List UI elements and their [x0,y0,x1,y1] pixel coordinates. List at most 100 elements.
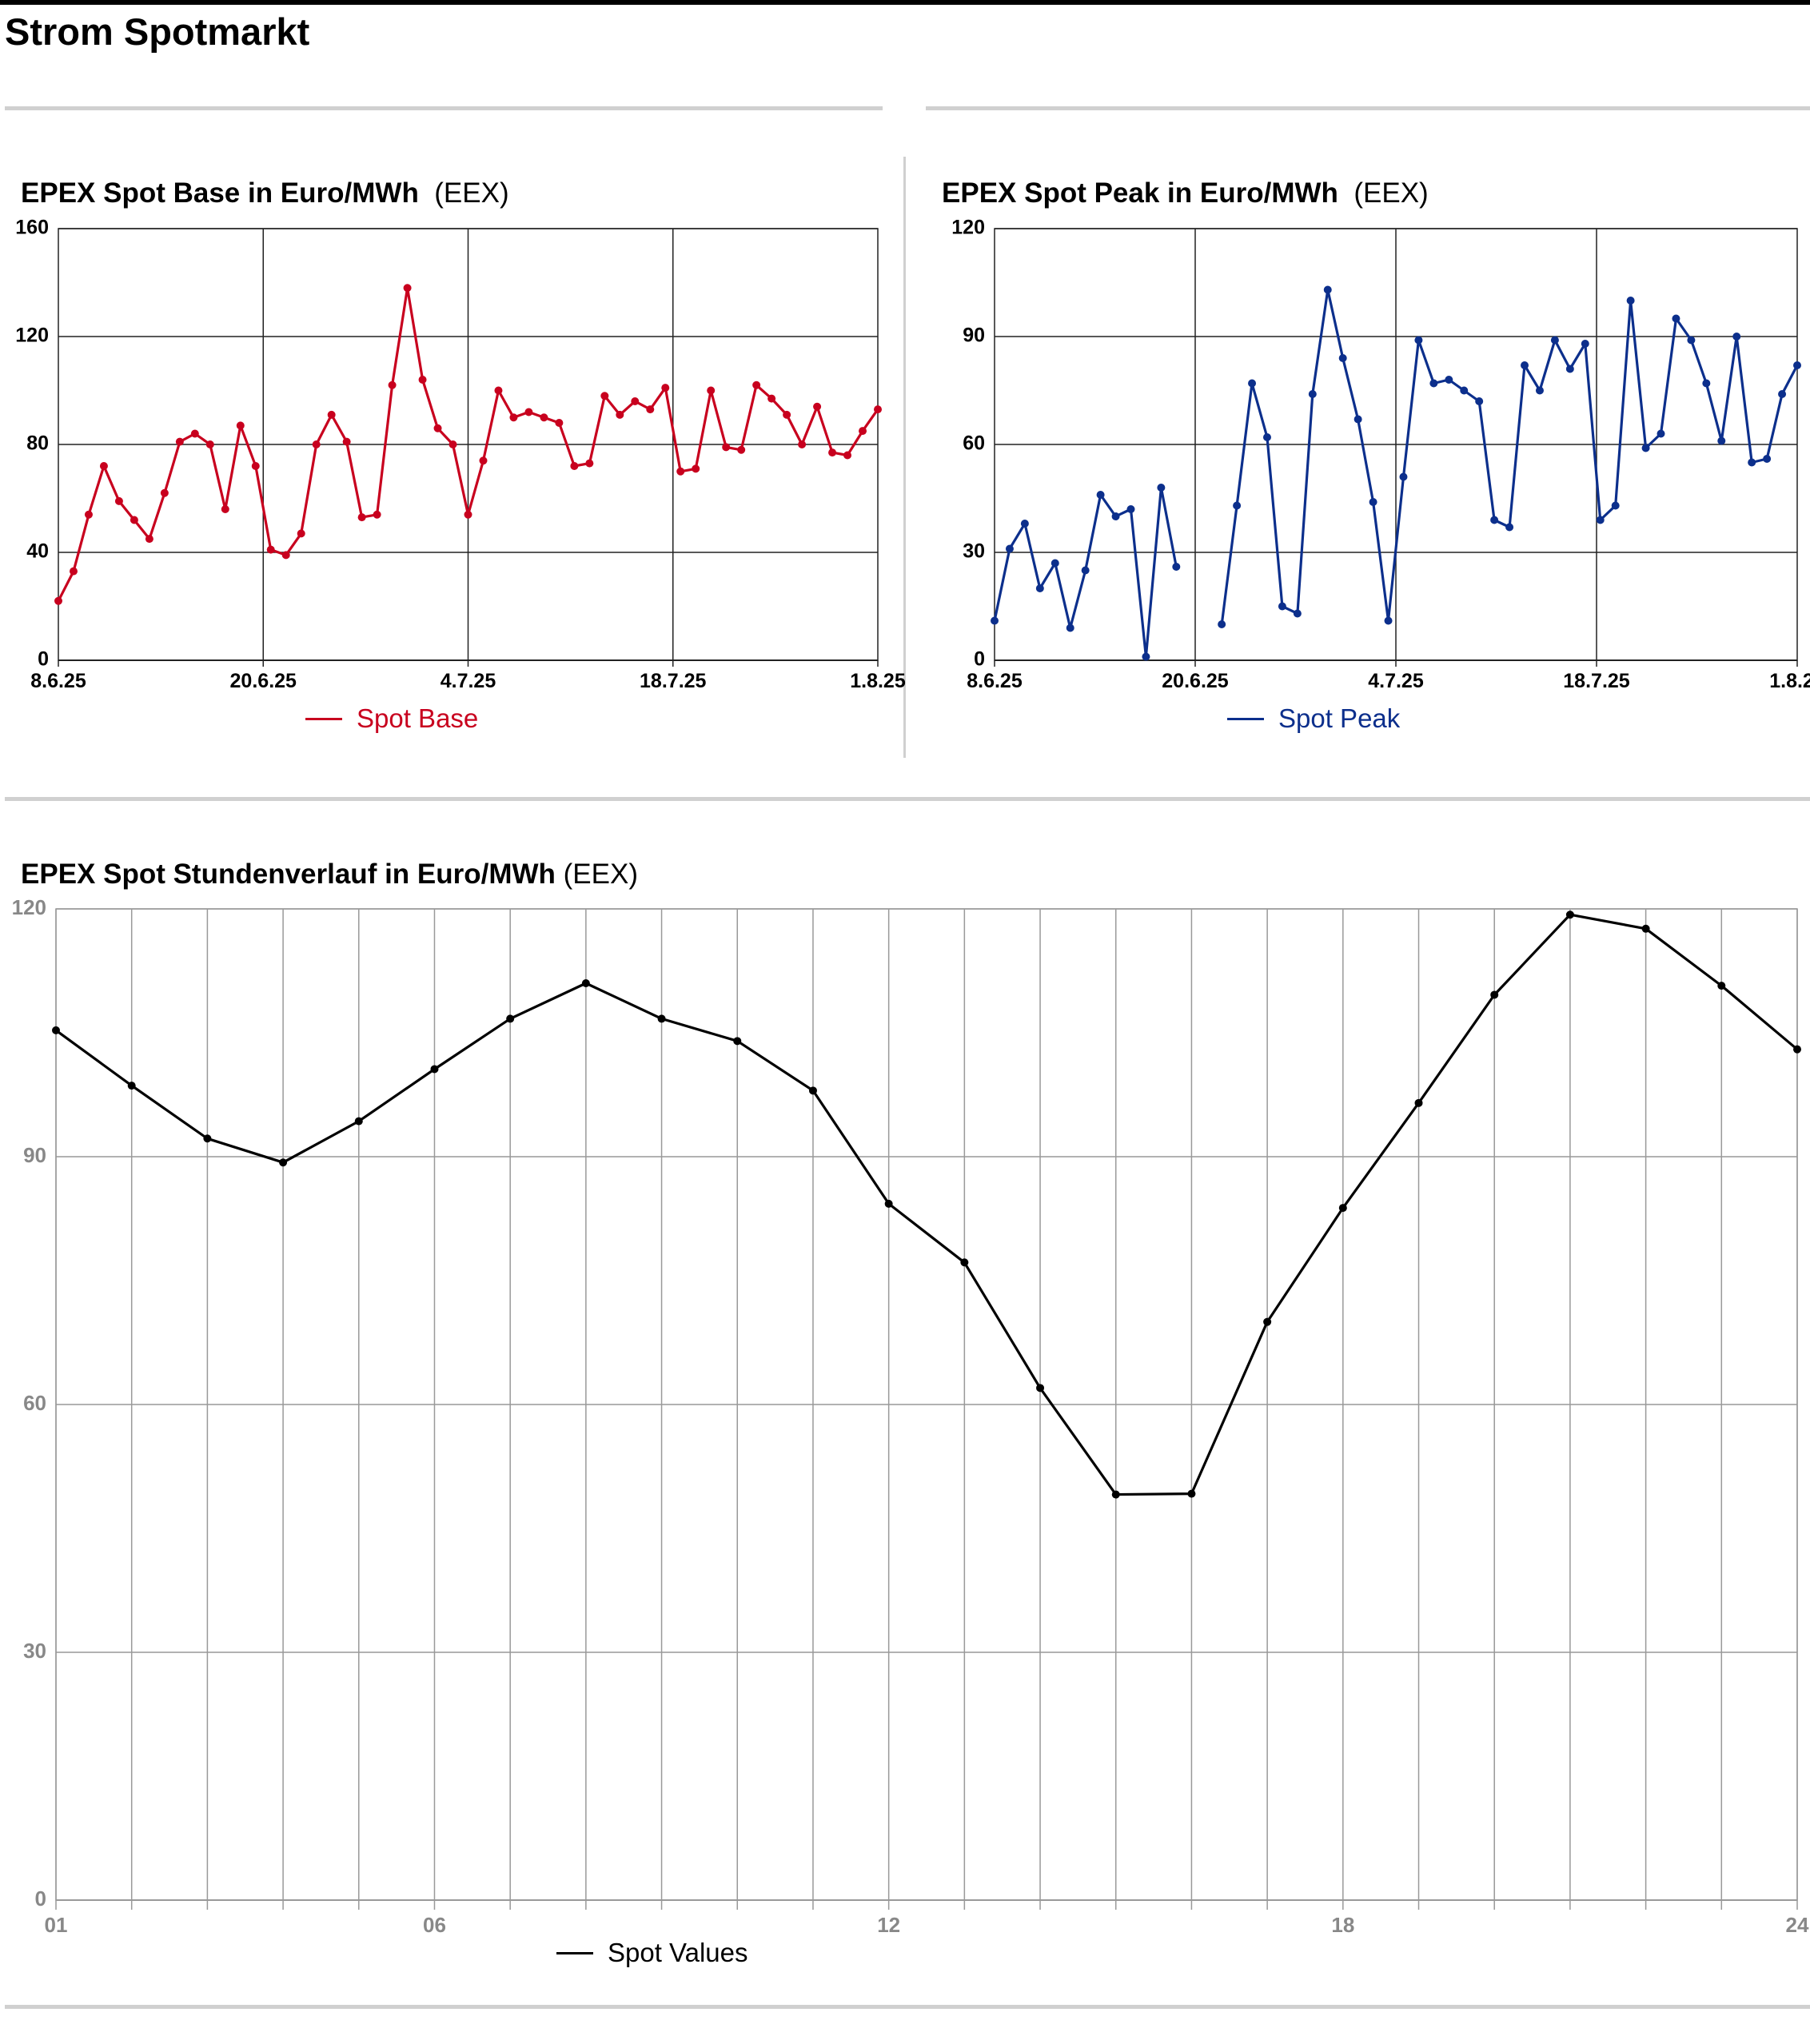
peak-data-point [1142,652,1150,661]
base-data-point [388,381,397,389]
peak-data-point [1020,520,1029,528]
base-data-point [707,386,716,395]
peak-legend-label: Spot Peak [1278,703,1401,733]
section-divider-middle [5,797,1810,801]
hourly-data-point [1263,1317,1272,1326]
base-data-point [130,516,138,524]
peak-data-point [1111,512,1120,520]
base-data-point [859,427,867,436]
peak-data-point [1565,365,1574,373]
hourly-x-tick-label: 12 [877,1913,900,1937]
base-legend: Spot Base [305,703,478,734]
hourly-data-point [430,1065,439,1074]
base-data-point [357,513,366,522]
peak-chart: 0 30 60 90 120 8.6.25 20.6.25 4.7.25 18.7.25 1.8.… [951,217,1810,692]
base-x-tick-label: 20.6.25 [230,670,297,692]
peak-data-point [1687,336,1696,345]
base-data-point [418,376,427,384]
hourly-y-tick-label: 0 [35,1887,46,1911]
base-y-tick-label: 80 [26,432,49,455]
peak-data-point [1657,429,1665,438]
base-y-tick-label: 160 [15,217,49,239]
peak-x-tick-label: 8.6.25 [967,670,1023,692]
base-data-point [752,381,761,389]
hourly-data-point [127,1082,136,1090]
hourly-y-tick-label: 90 [23,1143,46,1167]
peak-data-point [1248,379,1257,388]
peak-data-point [1081,566,1090,575]
hourly-data-point [1793,1045,1801,1054]
base-data-point [570,462,579,470]
base-data-point [84,510,93,519]
base-data-point [585,459,594,468]
hourly-data-point [884,1199,893,1208]
base-legend-swatch [305,717,342,720]
peak-data-point [1035,584,1044,592]
base-data-point [494,386,503,395]
base-data-point [737,445,746,454]
hourly-data-point [203,1134,212,1143]
peak-data-point [1005,544,1014,553]
peak-data-point [1596,516,1605,524]
peak-data-point [1626,297,1635,305]
peak-data-point [1535,386,1544,395]
base-data-point [145,535,153,544]
base-data-point [266,545,275,554]
base-chart: 0 40 80 120 160 8.6.25 20.6.25 4.7.25 18.7.25 1.8… [15,217,906,692]
base-data-point [661,384,670,392]
hourly-y-tick-label: 120 [12,895,46,919]
peak-y-tick-label: 0 [974,648,985,671]
peak-data-point [1233,501,1242,510]
peak-data-point [1793,361,1801,369]
peak-data-point [1445,376,1453,384]
peak-data-point [1641,444,1650,452]
base-data-point [342,437,351,446]
base-legend-label: Spot Base [357,703,479,733]
peak-y-tick-label: 90 [963,325,985,347]
peak-data-point [1521,361,1529,369]
peak-x-tick-label: 18.7.25 [1563,670,1630,692]
peak-data-point [1763,455,1772,463]
base-data-point [843,451,852,460]
top-rule [0,0,1810,5]
base-data-point [69,567,78,576]
hourly-data-point [1490,990,1499,999]
hourly-data-point [1414,1098,1423,1107]
base-data-point [874,405,882,414]
base-data-point [403,284,412,293]
peak-data-point [1611,501,1620,510]
peak-legend-swatch [1227,717,1264,720]
base-data-point [175,437,184,446]
hourly-data-point [354,1117,363,1126]
hourly-data-point [279,1158,288,1167]
hourly-legend: Spot Values [556,1938,748,1968]
base-y-tick-label: 120 [15,325,49,347]
hourly-source-text: (EEX) [563,859,639,890]
hourly-data-point [733,1037,742,1046]
peak-y-tick-label: 120 [951,217,985,239]
peak-data-point [1157,484,1166,492]
base-data-point [297,529,305,538]
base-data-point [160,488,169,497]
hourly-data-point [1111,1490,1120,1499]
base-data-point [692,464,700,473]
base-x-tick-label: 1.8.25 [850,670,906,692]
base-data-point [509,413,518,422]
peak-data-point [1732,333,1741,341]
hourly-data-point [1036,1384,1045,1393]
peak-data-point [1293,609,1302,618]
hourly-y-tick-label: 60 [23,1391,46,1415]
peak-data-point [1369,498,1377,506]
base-data-point [327,410,336,419]
hourly-data-point [1565,910,1574,919]
hourly-data-point [657,1014,666,1023]
hourly-data-point [581,979,590,987]
base-data-point [99,462,108,470]
hourly-x-tick-label: 01 [45,1913,68,1937]
hourly-legend-label: Spot Values [608,1938,748,1967]
peak-y-tick-label: 60 [963,432,985,455]
base-data-point [54,596,62,605]
base-data-point [767,394,776,403]
peak-source-text: (EEX) [1354,177,1429,209]
peak-data-point [1475,397,1484,405]
